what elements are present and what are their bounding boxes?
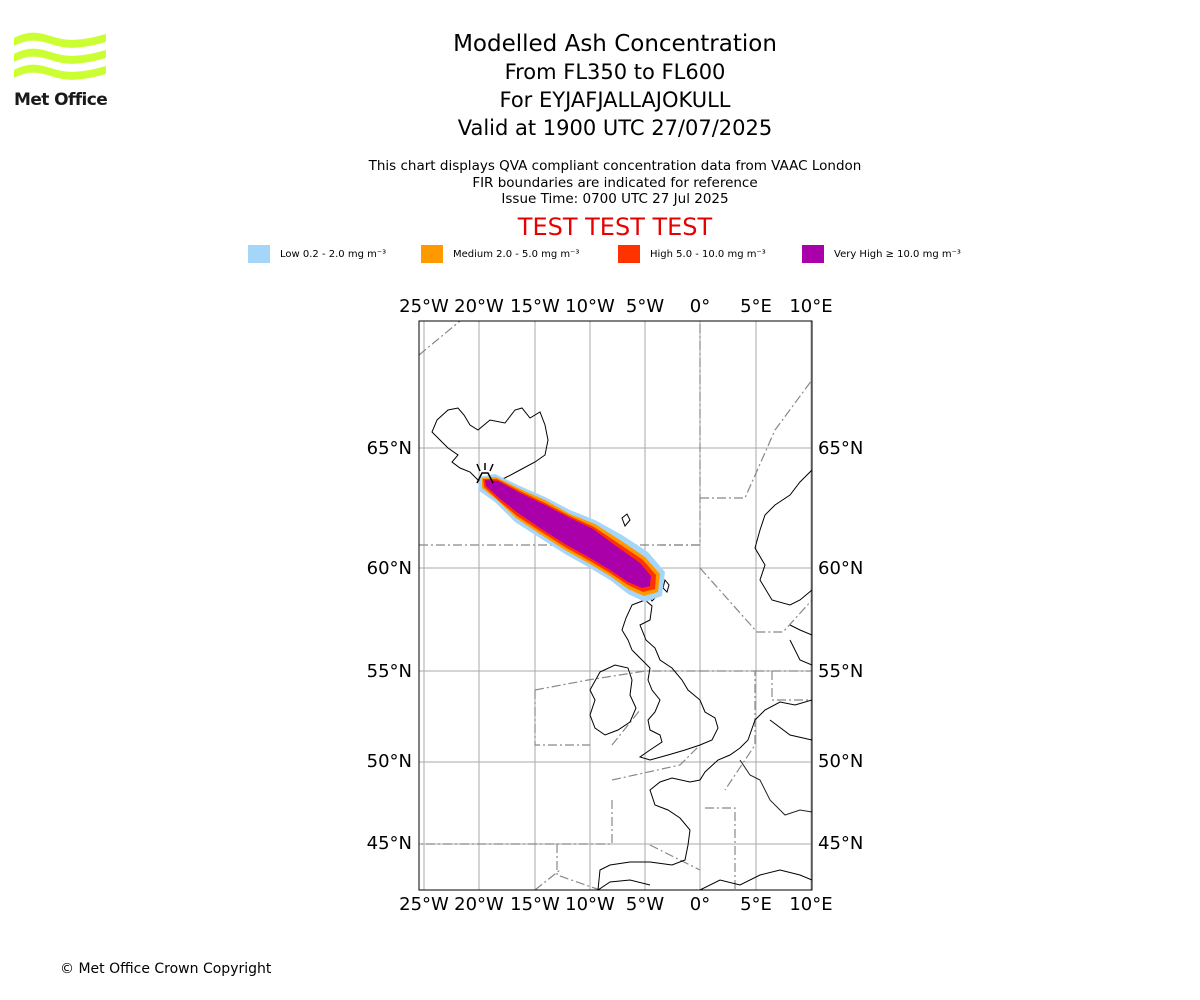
fir-boundaries (419, 321, 812, 890)
legend-item-low: Low 0.2 - 2.0 mg m⁻³ (248, 244, 386, 264)
lon-label-top: 25°W (399, 296, 449, 317)
lat-label-left: 45°N (367, 833, 412, 854)
lon-labels-bottom: 25°W 20°W 15°W 10°W 5°W 0° 5°E 10°E (399, 894, 832, 915)
lat-label-right: 45°N (818, 833, 863, 854)
lon-label-top: 20°W (454, 296, 504, 317)
chart-titles: Modelled Ash Concentration From FL350 to… (315, 30, 915, 142)
chart-subtitles: This chart displays QVA compliant concen… (315, 158, 915, 208)
volcano-title: For EYJAFJALLAJOKULL (499, 88, 731, 112)
lat-labels-left: 65°N 60°N 55°N 50°N 45°N (367, 438, 412, 854)
lon-label-bottom: 25°W (399, 894, 449, 915)
coastlines (431, 407, 812, 890)
subtitle-line-1: This chart displays QVA compliant concen… (368, 158, 862, 174)
lon-label-bottom: 20°W (454, 894, 504, 915)
lon-label-bottom: 0° (690, 894, 710, 915)
test-banner: TEST TEST TEST (517, 213, 713, 241)
legend-swatch-very-high (802, 245, 824, 263)
main-title: Modelled Ash Concentration (453, 31, 777, 57)
logo-text: Met Office (14, 90, 108, 110)
lon-label-top: 10°E (789, 296, 832, 317)
legend-label-very-high: Very High ≥ 10.0 mg m⁻³ (834, 248, 961, 260)
lat-labels-right: 65°N 60°N 55°N 50°N 45°N (818, 438, 863, 854)
lon-label-top: 5°E (740, 296, 772, 317)
lat-label-left: 65°N (367, 438, 412, 459)
legend-label-low: Low 0.2 - 2.0 mg m⁻³ (280, 248, 387, 260)
volcano-icon (476, 463, 494, 484)
legend-label-high: High 5.0 - 10.0 mg m⁻³ (650, 248, 766, 260)
lon-label-bottom: 15°W (510, 894, 560, 915)
lat-label-right: 55°N (818, 661, 863, 682)
ash-plume-very-high (485, 480, 651, 588)
lon-label-top: 10°W (565, 296, 615, 317)
lat-label-left: 55°N (367, 661, 412, 682)
graticule (419, 321, 812, 890)
lon-label-top: 0° (690, 296, 710, 317)
lat-label-right: 60°N (818, 558, 863, 579)
legend-swatch-medium (421, 245, 443, 263)
legend-item-very-high: Very High ≥ 10.0 mg m⁻³ (802, 244, 961, 264)
legend-item-high: High 5.0 - 10.0 mg m⁻³ (618, 244, 766, 264)
flight-level-title: From FL350 to FL600 (504, 60, 726, 84)
lon-label-bottom: 5°E (740, 894, 772, 915)
legend-swatch-low (248, 245, 270, 263)
met-office-logo: Met Office (14, 30, 108, 112)
valid-time-title: Valid at 1900 UTC 27/07/2025 (457, 116, 773, 140)
lat-label-right: 65°N (818, 438, 863, 459)
lon-labels-top: 25°W 20°W 15°W 10°W 5°W 0° 5°E 10°E (399, 296, 832, 317)
lon-label-bottom: 5°W (626, 894, 664, 915)
lat-label-left: 60°N (367, 558, 412, 579)
lon-label-top: 5°W (626, 296, 664, 317)
copyright-notice: © Met Office Crown Copyright (60, 961, 272, 977)
lon-label-bottom: 10°E (789, 894, 832, 915)
lon-label-bottom: 10°W (565, 894, 615, 915)
met-office-waves-icon (14, 32, 106, 80)
legend-swatch-high (618, 245, 640, 263)
lat-label-right: 50°N (818, 751, 863, 772)
subtitle-line-3: Issue Time: 0700 UTC 27 Jul 2025 (501, 191, 729, 207)
legend-label-medium: Medium 2.0 - 5.0 mg m⁻³ (453, 248, 580, 260)
subtitle-line-2: FIR boundaries are indicated for referen… (472, 174, 758, 191)
map-frame (418, 320, 813, 891)
lon-label-top: 15°W (510, 296, 560, 317)
lat-label-left: 50°N (367, 751, 412, 772)
legend-item-medium: Medium 2.0 - 5.0 mg m⁻³ (421, 244, 579, 264)
